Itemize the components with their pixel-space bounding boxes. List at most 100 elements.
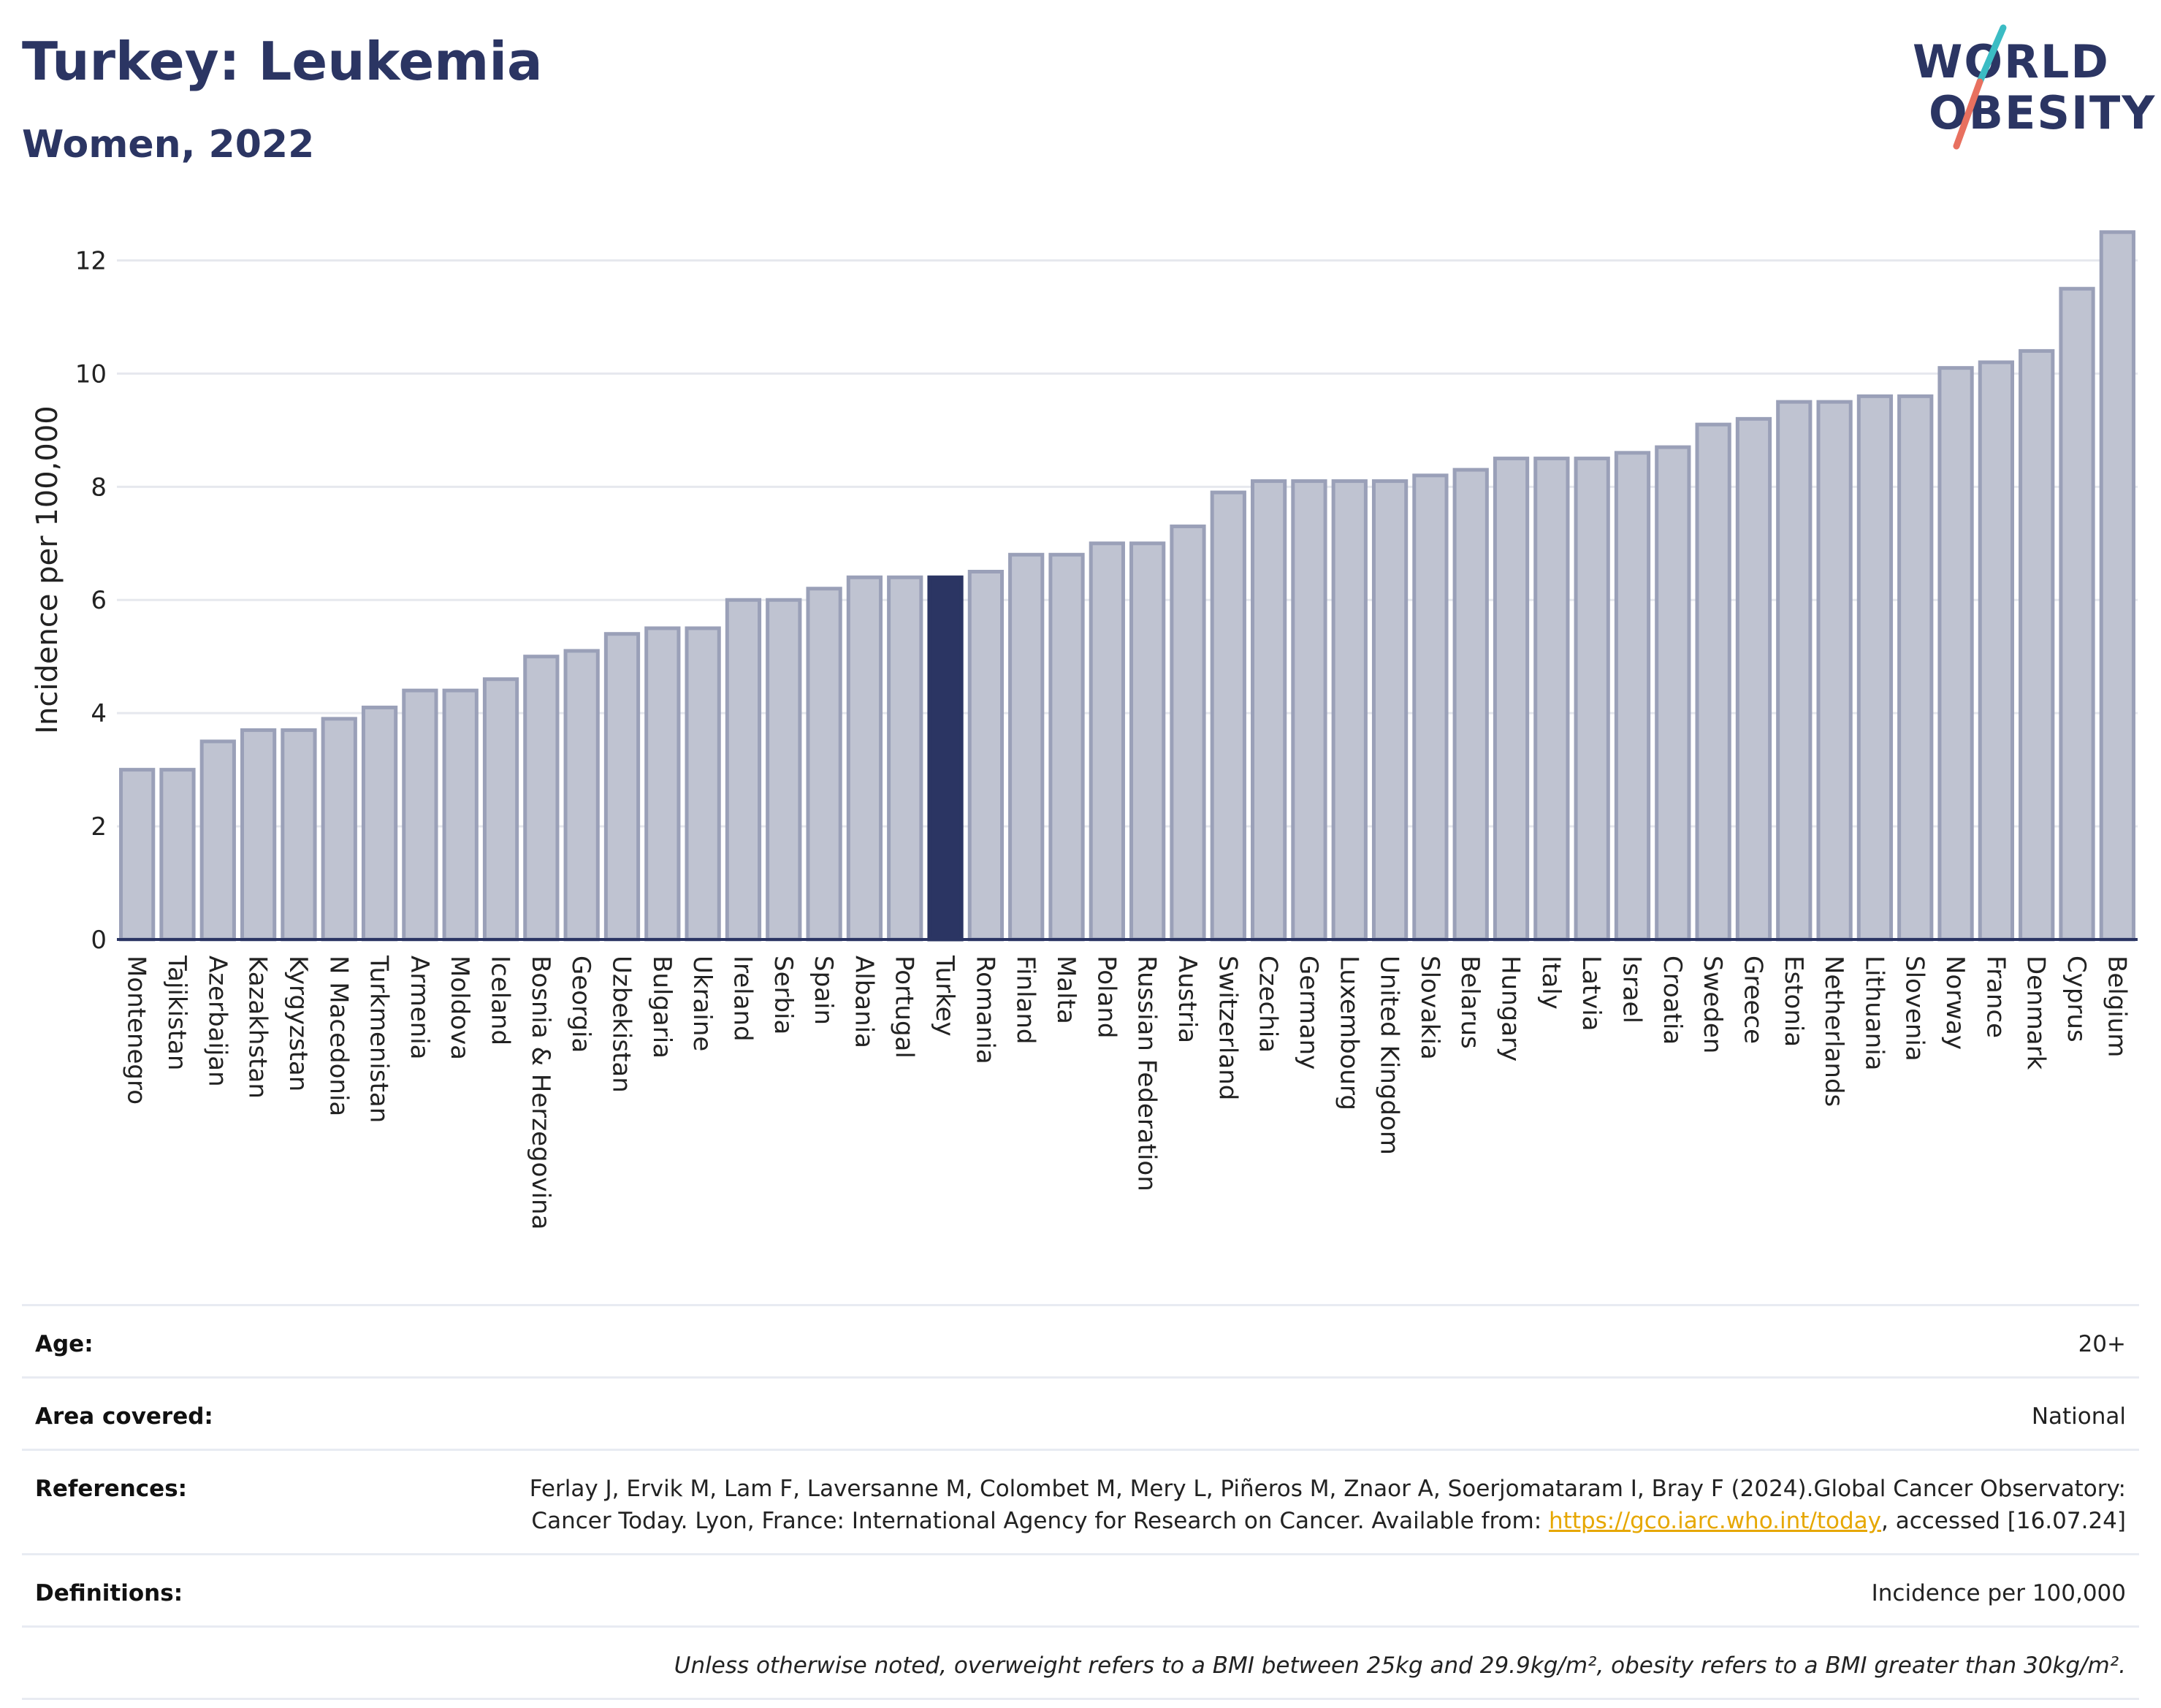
bar-moldova: [442, 688, 479, 942]
bar-romania: [967, 570, 1005, 942]
bar-kyrgyzstan: [281, 728, 317, 942]
x-tick-label: Iceland: [486, 956, 515, 1045]
area-label: Area covered:: [35, 1403, 213, 1430]
bar-albania: [846, 575, 883, 942]
bar-germany: [1291, 479, 1327, 942]
x-tick-label: Armenia: [405, 956, 434, 1060]
x-tick-label: Montenegro: [122, 956, 151, 1105]
x-tick-label: Albania: [849, 956, 878, 1048]
y-tick-label: 6: [91, 586, 107, 615]
x-tick-label: Bulgaria: [647, 956, 676, 1059]
y-tick-label: 0: [91, 926, 107, 955]
bar-uzbekistan: [603, 632, 641, 942]
bar-ukraine: [685, 626, 721, 942]
x-tick-label: Croatia: [1658, 956, 1687, 1045]
logo-slash-icon: [1953, 24, 2007, 150]
info-table: Age: 20+ Area covered: National Referenc…: [22, 1304, 2139, 1700]
x-tick-label: Switzerland: [1213, 956, 1242, 1100]
bar-cyprus: [2059, 286, 2095, 942]
x-tick-label: Slovakia: [1415, 956, 1444, 1060]
world-obesity-logo: WORLD OBESITY: [1907, 22, 2154, 153]
references-text: Ferlay J, Ervik M, Lam F, Laversanne M, …: [529, 1476, 2126, 1534]
x-tick-label: Estonia: [1779, 956, 1808, 1047]
bar-united-kingdom: [1371, 479, 1409, 942]
bar-serbia: [766, 598, 802, 942]
bmi-note: Unless otherwise noted, overweight refer…: [674, 1652, 2126, 1679]
x-tick-label: Azerbaijan: [202, 956, 232, 1087]
bar-belgium: [2099, 230, 2135, 942]
bar-estonia: [1776, 400, 1813, 942]
x-tick-label: Ukraine: [687, 956, 717, 1051]
bar-lithuania: [1856, 394, 1894, 942]
bar-bosnia-herzegovina: [523, 655, 560, 942]
x-tick-label: Tajikistan: [162, 955, 191, 1070]
bar-bulgaria: [644, 626, 681, 942]
bar-greece: [1735, 416, 1772, 942]
x-tick-label: Latvia: [1577, 956, 1606, 1032]
x-tick-label: France: [1981, 956, 2010, 1038]
x-tick-label: Cyprus: [2062, 956, 2091, 1042]
bar-france: [1978, 360, 2015, 942]
x-tick-label: Finland: [1011, 956, 1040, 1045]
bar-azerbaijan: [199, 739, 236, 942]
bar-portugal: [887, 575, 923, 942]
info-row-references: References: Ferlay J, Ervik M, Lam F, La…: [22, 1449, 2139, 1553]
bar-georgia: [563, 649, 600, 942]
bar-tajikistan: [159, 768, 196, 942]
info-row-area: Area covered: National: [22, 1376, 2139, 1449]
x-tick-label: Israel: [1617, 956, 1647, 1023]
chart-title: Turkey: Leukemia: [22, 31, 543, 92]
x-tick-label: Lithuania: [1859, 956, 1889, 1070]
y-tick-label: 8: [91, 473, 107, 502]
bar-finland: [1008, 552, 1045, 942]
bar-russian-federation: [1129, 541, 1166, 942]
axes: 0 2 4 6 8 10 12 Montenegro Tajikistan Azerbaijan K…: [75, 246, 2138, 1229]
x-tick-label: Netherlands: [1819, 956, 1848, 1107]
bar-switzerland: [1210, 490, 1246, 942]
bars: [119, 230, 2135, 942]
x-tick-label: Uzbekistan: [607, 956, 636, 1093]
age-value: 20+: [2078, 1331, 2126, 1357]
info-row-definitions: Definitions: Incidence per 100,000: [22, 1553, 2139, 1625]
bar-latvia: [1574, 457, 1610, 942]
info-row-age: Age: 20+: [22, 1304, 2139, 1376]
x-tick-label: Turkey: [930, 955, 959, 1037]
x-tick-label: United Kingdom: [1375, 956, 1404, 1155]
bar-kazakhstan: [240, 728, 277, 942]
x-tick-label: Germany: [1294, 956, 1323, 1070]
x-tick-label: Belgium: [2102, 956, 2131, 1057]
bar-turkey: [927, 575, 964, 942]
y-tick-label: 12: [75, 246, 107, 275]
bar-austria: [1170, 525, 1206, 942]
x-tick-label: Belarus: [1455, 956, 1485, 1049]
x-tick-label: Norway: [1940, 956, 1970, 1050]
bar-spain: [806, 587, 842, 942]
definitions-label: Definitions:: [35, 1580, 183, 1606]
bar-slovenia: [1897, 394, 1934, 942]
bar-norway: [1937, 366, 1974, 942]
references-link[interactable]: https://gco.iarc.who.int/today: [1549, 1508, 1881, 1534]
bar-italy: [1533, 457, 1570, 942]
bar-croatia: [1655, 445, 1691, 942]
x-tick-label: Ireland: [728, 956, 757, 1042]
bar-poland: [1089, 541, 1125, 942]
bar-slovakia: [1412, 473, 1449, 942]
x-tick-label: Austria: [1173, 956, 1202, 1043]
bar-armenia: [402, 688, 438, 942]
x-tick-label: Poland: [1091, 956, 1121, 1039]
x-tick-label: Turkmenistan: [365, 955, 394, 1123]
x-tick-label: Luxembourg: [1334, 956, 1363, 1110]
x-tick-label: Sweden: [1698, 956, 1727, 1053]
references-label: References:: [35, 1476, 188, 1502]
x-tick-label: Italy: [1536, 956, 1566, 1010]
x-tick-label: Denmark: [2021, 956, 2051, 1070]
x-tick-label: Slovenia: [1900, 956, 1929, 1061]
x-tick-label: Moldova: [445, 956, 474, 1060]
x-tick-label: Bosnia & Herzegovina: [526, 956, 555, 1229]
bar-czechia: [1250, 479, 1287, 942]
x-tick-label: Czechia: [1254, 956, 1283, 1053]
y-tick-label: 2: [91, 812, 107, 842]
bar-iceland: [482, 677, 519, 942]
bar-turkmenistan: [361, 705, 398, 942]
bar-israel: [1614, 451, 1651, 942]
